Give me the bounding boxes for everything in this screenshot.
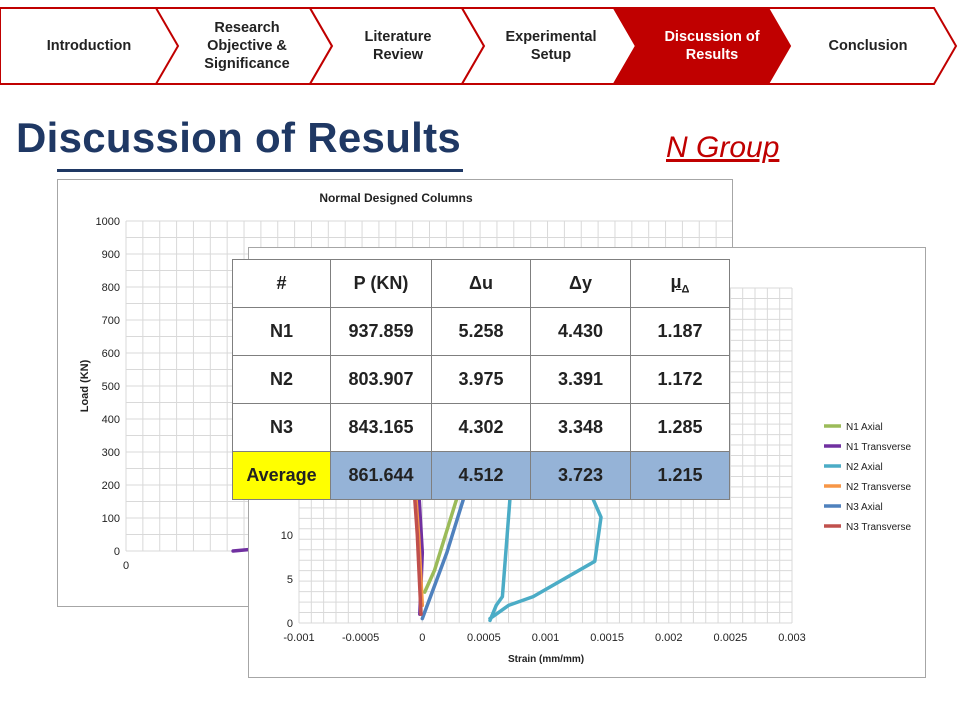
cell-dy: 4.430	[530, 307, 631, 356]
x-tick-label: 0.0015	[590, 632, 624, 644]
y-tick-label: 200	[102, 480, 120, 492]
y-tick-label: 1000	[96, 216, 120, 228]
cell-p: 803.907	[330, 355, 432, 404]
average-label: Average	[232, 451, 331, 500]
mu-symbol: μΔ	[670, 271, 690, 296]
legend-label: N3 Axial	[846, 502, 883, 513]
y-tick-label: 800	[102, 282, 120, 294]
x-tick-label: 0	[123, 560, 129, 572]
table-row: N3 843.165 4.302 3.348 1.285	[232, 403, 730, 452]
average-p: 861.644	[330, 451, 432, 500]
y-tick-label: 0	[287, 618, 293, 630]
nav-step-conclusion[interactable]	[766, 7, 958, 85]
nav-label-literature-review: Literature Review	[364, 28, 432, 63]
cell-du: 3.975	[431, 355, 531, 404]
cell-dy: 3.348	[530, 403, 631, 452]
table-row-average: Average 861.644 4.512 3.723 1.215	[232, 451, 730, 500]
y-tick-label: 600	[102, 348, 120, 360]
y-tick-label: 900	[102, 249, 120, 261]
x-axis-label: Strain (mm/mm)	[508, 654, 584, 665]
column-header: Δu	[431, 259, 531, 308]
y-tick-label: 10	[281, 530, 293, 542]
x-tick-label: 0.001	[532, 632, 560, 644]
legend-label: N1 Transverse	[846, 442, 911, 453]
y-tick-label: 500	[102, 381, 120, 393]
mu-subscript: Δ	[681, 283, 690, 296]
y-tick-label: 700	[102, 315, 120, 327]
average-dy: 3.723	[530, 451, 631, 500]
x-tick-label: 0.0005	[467, 632, 501, 644]
nav-label-conclusion: Conclusion	[828, 37, 908, 54]
column-header: μΔ	[630, 259, 730, 308]
title-underline	[57, 169, 463, 172]
x-tick-label: 0	[419, 632, 425, 644]
table-row: N1 937.859 5.258 4.430 1.187	[232, 307, 730, 356]
x-tick-label: -0.0005	[342, 632, 379, 644]
legend-label: N3 Transverse	[846, 522, 911, 533]
y-tick-label: 100	[102, 513, 120, 525]
x-tick-label: 0.0025	[714, 632, 748, 644]
cell-p: 843.165	[330, 403, 432, 452]
cell-du: 4.302	[431, 403, 531, 452]
row-name: N3	[232, 403, 331, 452]
y-axis-label: Load (KN)	[79, 359, 91, 412]
results-table: # P (KN) Δu Δy μΔ N1 937.859 5.258 4.430…	[232, 259, 730, 500]
y-tick-label: 300	[102, 447, 120, 459]
nav-label-discussion-of-results: Discussion of Results	[664, 28, 760, 63]
y-tick-label: 5	[287, 574, 293, 586]
cell-mu: 1.285	[630, 403, 730, 452]
table-header-row: # P (KN) Δu Δy μΔ	[232, 259, 730, 308]
cell-dy: 3.391	[530, 355, 631, 404]
progress-nav	[0, 7, 958, 85]
y-tick-label: 400	[102, 414, 120, 426]
x-tick-label: 0.003	[778, 632, 806, 644]
column-header: P (KN)	[330, 259, 432, 308]
cell-du: 5.258	[431, 307, 531, 356]
legend-label: N1 Axial	[846, 422, 883, 433]
x-tick-label: 0.002	[655, 632, 683, 644]
average-du: 4.512	[431, 451, 531, 500]
x-tick-label: -0.001	[283, 632, 314, 644]
cell-p: 937.859	[330, 307, 432, 356]
legend-label: N2 Axial	[846, 462, 883, 473]
group-label: N Group	[666, 131, 780, 164]
y-tick-label: 0	[114, 546, 120, 558]
cell-mu: 1.172	[630, 355, 730, 404]
average-mu: 1.215	[630, 451, 730, 500]
row-name: N1	[232, 307, 331, 356]
column-header: #	[232, 259, 331, 308]
column-header: Δy	[530, 259, 631, 308]
chart-title: Normal Designed Columns	[319, 191, 473, 205]
table-row: N2 803.907 3.975 3.391 1.172	[232, 355, 730, 404]
legend-label: N2 Transverse	[846, 482, 911, 493]
page-title: Discussion of Results	[16, 114, 462, 161]
nav-label-introduction: Introduction	[46, 37, 132, 54]
nav-label-experimental-setup: Experimental Setup	[505, 28, 597, 63]
nav-label-research-objective: Research Objective & Significance	[204, 19, 290, 73]
cell-mu: 1.187	[630, 307, 730, 356]
row-name: N2	[232, 355, 331, 404]
